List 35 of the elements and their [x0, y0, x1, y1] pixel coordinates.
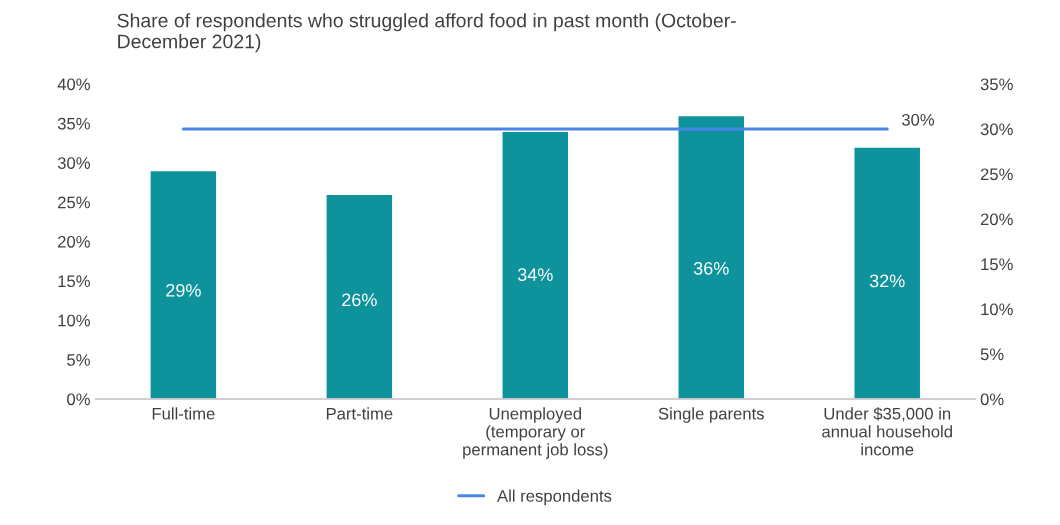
x-tick-label: Full-time	[152, 407, 215, 420]
y-tick-label: 5%	[67, 354, 90, 366]
x-tick-label: Under $35,000 in annual household income	[822, 407, 952, 456]
y-tick-label: 10%	[58, 314, 90, 327]
legend-label: All respondents	[497, 489, 612, 506]
y2-tick-label: 30%	[980, 123, 1013, 136]
bar	[149, 169, 218, 399]
y2-tick-label: 25%	[980, 168, 1013, 181]
bar	[501, 130, 570, 399]
y-tick-label: 0%	[67, 393, 90, 406]
y2-tick-label: 35%	[980, 78, 1013, 91]
y2-tick-label: 0%	[980, 393, 1004, 406]
bar	[325, 193, 394, 399]
y-tick-label: 40%	[57, 78, 90, 91]
x-tick-label: Unemployed (temporary or permanent job loss)	[463, 407, 608, 459]
data-label: 29%	[166, 283, 201, 297]
data-label: 32%	[869, 274, 905, 288]
y-tick-label: 25%	[58, 196, 90, 209]
y2-tick-label: 15%	[981, 258, 1013, 271]
x-tick-label: Single parents	[658, 407, 764, 423]
bar	[853, 146, 922, 399]
chart-title: Share of respondents who struggled afford food in past month (October- December 2021)	[117, 13, 736, 53]
y2-tick-label: 10%	[981, 303, 1013, 316]
data-label: 30%	[901, 113, 935, 126]
bar	[677, 114, 746, 399]
data-label: 36%	[693, 261, 729, 275]
y-tick-label: 15%	[58, 275, 90, 288]
y-tick-label: 35%	[57, 117, 90, 130]
y-tick-label: 20%	[58, 235, 90, 248]
y-tick-label: 30%	[57, 157, 90, 169]
y2-tick-label: 5%	[980, 348, 1004, 361]
data-label: 34%	[517, 268, 553, 281]
x-tick-label: Part-time	[326, 407, 393, 420]
y2-tick-label: 20%	[980, 213, 1013, 226]
data-label: 26%	[342, 293, 377, 307]
